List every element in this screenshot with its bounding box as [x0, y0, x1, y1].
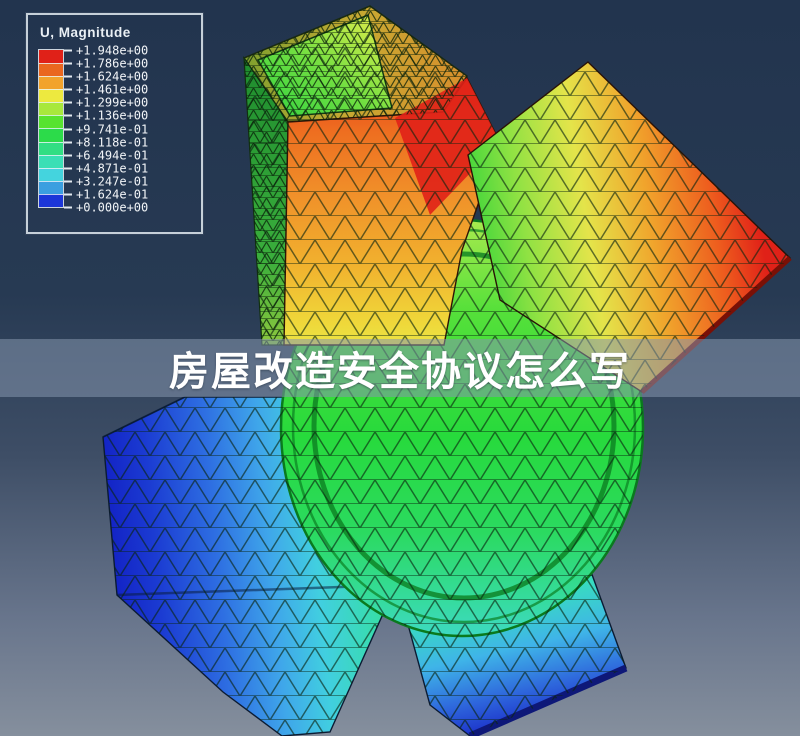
legend-tick-value: +1.299e+00 [76, 95, 149, 110]
legend-color-swatch [39, 128, 63, 142]
legend-tick-value: +4.871e-01 [76, 161, 149, 176]
legend-tick-row: +1.624e+00 [64, 69, 149, 84]
legend-color-swatch [39, 180, 63, 194]
legend-tick-row: +4.871e-01 [64, 161, 149, 176]
legend-tick-row: +6.494e-01 [64, 148, 149, 163]
legend-tick-mark [64, 154, 72, 157]
legend-tick-mark [64, 88, 72, 91]
legend-color-swatch [39, 63, 63, 77]
legend-tick-value: +6.494e-01 [76, 148, 149, 163]
legend-tick-row: +0.000e+00 [64, 200, 149, 215]
legend-color-swatch [39, 102, 63, 116]
legend-tick-mark [64, 128, 72, 131]
legend-tick-mark [64, 167, 72, 170]
legend-tick-row: +1.624e-01 [64, 187, 149, 202]
legend-tick-row: +1.948e+00 [64, 43, 149, 58]
caption-banner: 房屋改造安全协议怎么写 [0, 339, 800, 397]
legend-tick-mark [64, 141, 72, 144]
legend-color-swatch [39, 115, 63, 129]
legend-tick-labels: +1.948e+00 +1.786e+00 +1.624e+00 +1.461e+00… [64, 43, 149, 215]
legend-tick-value: +8.118e-01 [76, 135, 149, 150]
legend-color-swatch [39, 89, 63, 103]
legend-color-swatch [39, 154, 63, 168]
legend-swatch-column [38, 49, 64, 208]
caption-text: 房屋改造安全协议怎么写 [169, 350, 631, 394]
legend-tick-value: +9.741e-01 [76, 122, 149, 137]
legend-tick-value: +1.624e+00 [76, 69, 149, 84]
legend-tick-mark [64, 75, 72, 78]
legend-tick-mark [64, 206, 72, 209]
legend-tick-row: +8.118e-01 [64, 135, 149, 150]
legend-color-swatch [39, 141, 63, 155]
legend-tick-value: +1.624e-01 [76, 187, 149, 202]
legend-color-swatch [39, 76, 63, 90]
legend-tick-mark [64, 193, 72, 196]
legend-tick-value: +0.000e+00 [76, 200, 149, 215]
legend-tick-row: +3.247e-01 [64, 174, 149, 189]
legend-tick-row: +1.136e+00 [64, 108, 149, 123]
legend-color-swatch [39, 193, 63, 207]
contour-legend: U, Magnitude +1.948e+00 +1.786e+00 +1.624e… [26, 13, 203, 235]
legend-tick-row: +1.461e+00 [64, 82, 149, 97]
legend-tick-row: +1.299e+00 [64, 95, 149, 110]
legend-title: U, Magnitude [40, 25, 131, 40]
legend-tick-value: +1.136e+00 [76, 108, 149, 123]
legend-tick-value: +1.461e+00 [76, 82, 149, 97]
legend-tick-value: +3.247e-01 [76, 174, 149, 189]
legend-tick-row: +9.741e-01 [64, 122, 149, 137]
legend-body: +1.948e+00 +1.786e+00 +1.624e+00 +1.461e+00… [38, 43, 196, 220]
legend-tick-mark [64, 180, 72, 183]
legend-color-swatch [39, 50, 63, 64]
legend-tick-row: +1.786e+00 [64, 56, 149, 71]
legend-tick-mark [64, 49, 72, 52]
legend-tick-mark [64, 114, 72, 117]
legend-tick-mark [64, 101, 72, 104]
legend-tick-value: +1.786e+00 [76, 56, 149, 71]
legend-tick-value: +1.948e+00 [76, 43, 149, 58]
legend-tick-mark [64, 62, 72, 65]
legend-color-swatch [39, 167, 63, 181]
